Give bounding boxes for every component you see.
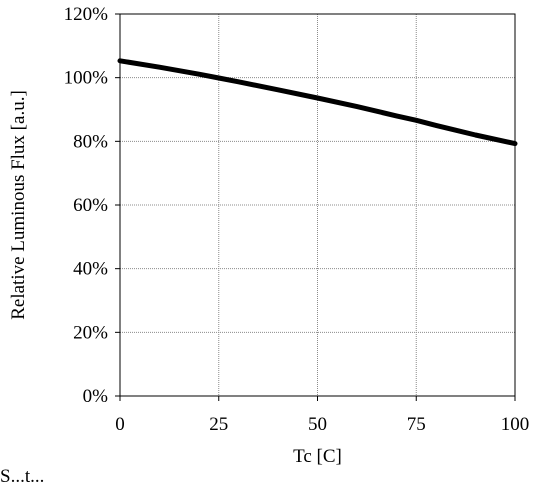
x-tick-label-4: 100	[501, 414, 530, 435]
x-axis-label: Tc [C]	[293, 446, 342, 467]
y-tick-label-6: 120%	[64, 4, 109, 25]
y-tick-label-4: 80%	[73, 131, 108, 152]
x-tick-label-0: 0	[115, 414, 125, 435]
footer-partial-text: S...t...	[0, 466, 45, 487]
grid-lines	[120, 14, 515, 396]
x-tick-label-2: 50	[308, 414, 327, 435]
x-tick-label-3: 75	[407, 414, 426, 435]
y-tick-label-2: 40%	[73, 259, 108, 280]
y-axis-label: Relative Luminous Flux [a.u.]	[8, 90, 29, 320]
y-tick-label-5: 100%	[64, 68, 109, 89]
y-axis-ticks: 0% 20% 40% 60% 80% 100% 120%	[64, 4, 120, 407]
x-axis-ticks: 0 25 50 75 100	[115, 396, 529, 435]
x-tick-label-1: 25	[209, 414, 228, 435]
y-tick-label-3: 60%	[73, 195, 108, 216]
y-tick-label-0: 0%	[83, 386, 109, 407]
y-tick-label-1: 20%	[73, 322, 108, 343]
series-line	[117, 58, 518, 147]
